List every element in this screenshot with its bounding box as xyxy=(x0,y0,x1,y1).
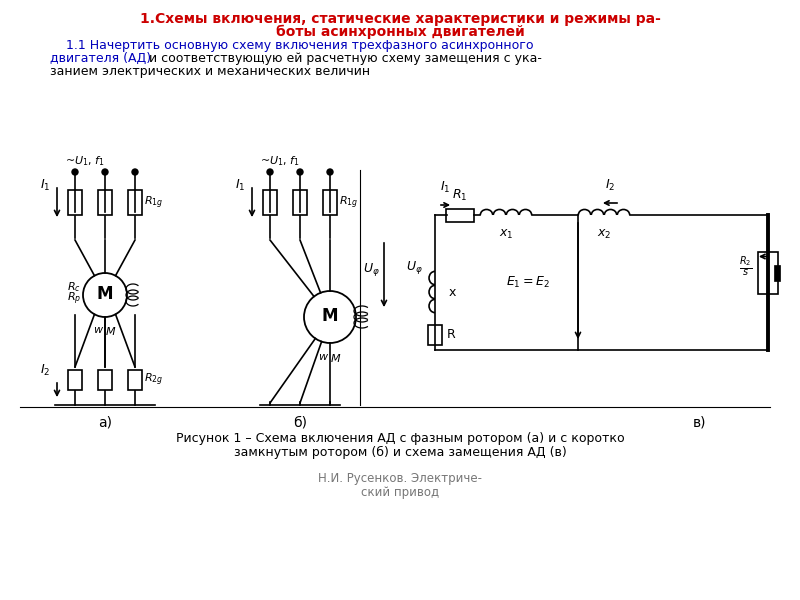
Text: $R_{1g}$: $R_{1g}$ xyxy=(339,194,358,211)
Text: $I_1$: $I_1$ xyxy=(39,178,50,193)
Text: $M$: $M$ xyxy=(106,325,117,337)
Text: Рисунок 1 – Схема включения АД с фазным ротором (а) и с коротко: Рисунок 1 – Схема включения АД с фазным … xyxy=(176,432,624,445)
Text: двигателя (АД): двигателя (АД) xyxy=(50,52,151,65)
Text: $x_2$: $x_2$ xyxy=(597,228,611,241)
Circle shape xyxy=(72,169,78,175)
Text: $I_2$: $I_2$ xyxy=(40,362,50,377)
Bar xyxy=(263,190,277,215)
Text: $M$: $M$ xyxy=(330,352,342,364)
Bar xyxy=(323,190,337,215)
Text: R: R xyxy=(447,329,456,341)
Circle shape xyxy=(297,169,303,175)
Text: замкнутым ротором (б) и схема замещения АД (в): замкнутым ротором (б) и схема замещения … xyxy=(234,446,566,459)
Text: и соответствующую ей расчетную схему замещения с ука-: и соответствующую ей расчетную схему зам… xyxy=(145,52,542,65)
Text: $U_\varphi$: $U_\varphi$ xyxy=(363,262,380,278)
Text: $I_2$: $I_2$ xyxy=(605,178,615,193)
Bar xyxy=(98,370,112,390)
Text: $R_1$: $R_1$ xyxy=(452,188,468,203)
Bar xyxy=(68,190,82,215)
Circle shape xyxy=(102,169,108,175)
Bar xyxy=(128,370,142,390)
Text: б): б) xyxy=(293,415,307,429)
Text: M: M xyxy=(97,285,114,303)
Text: $E_1 = E_2$: $E_1 = E_2$ xyxy=(506,275,550,290)
Text: $U_\varphi$: $U_\varphi$ xyxy=(406,259,423,276)
Text: M: M xyxy=(322,307,338,325)
Text: $I_1$: $I_1$ xyxy=(234,178,245,193)
Text: а): а) xyxy=(98,415,112,429)
Bar xyxy=(774,265,780,280)
Text: $\frac{R_2}{s}$: $\frac{R_2}{s}$ xyxy=(739,254,753,279)
Bar xyxy=(428,325,442,345)
Circle shape xyxy=(132,169,138,175)
Text: $R_p$: $R_p$ xyxy=(66,291,81,307)
Text: $w$: $w$ xyxy=(318,352,330,362)
Text: ский привод: ский привод xyxy=(361,486,439,499)
Bar xyxy=(293,190,307,215)
Bar xyxy=(68,370,82,390)
Text: $x_1$: $x_1$ xyxy=(498,228,514,241)
Text: Н.И. Русенков. Электриче-: Н.И. Русенков. Электриче- xyxy=(318,472,482,485)
Text: $R_c$: $R_c$ xyxy=(67,280,81,294)
Text: боты асинхронных двигателей: боты асинхронных двигателей xyxy=(276,25,524,40)
Text: в): в) xyxy=(694,415,706,429)
Text: занием электрических и механических величин: занием электрических и механических вели… xyxy=(50,65,370,78)
Text: x: x xyxy=(449,286,456,298)
Text: ~$U_1$, $f_1$: ~$U_1$, $f_1$ xyxy=(260,154,300,168)
Circle shape xyxy=(267,169,273,175)
Bar xyxy=(758,251,778,293)
Bar xyxy=(128,190,142,215)
Text: $R_{2g}$: $R_{2g}$ xyxy=(144,372,163,388)
Text: $R_{1g}$: $R_{1g}$ xyxy=(144,194,163,211)
Text: ~$U_1$, $f_1$: ~$U_1$, $f_1$ xyxy=(65,154,105,168)
Text: 1.1 Начертить основную схему включения трехфазного асинхронного: 1.1 Начертить основную схему включения т… xyxy=(50,39,534,52)
Text: $I_1$: $I_1$ xyxy=(440,180,450,195)
Circle shape xyxy=(327,169,333,175)
Bar xyxy=(98,190,112,215)
Text: 1.Схемы включения, статические характеристики и режимы ра-: 1.Схемы включения, статические характери… xyxy=(139,12,661,26)
Bar xyxy=(446,208,474,221)
Text: $w$: $w$ xyxy=(94,325,105,335)
